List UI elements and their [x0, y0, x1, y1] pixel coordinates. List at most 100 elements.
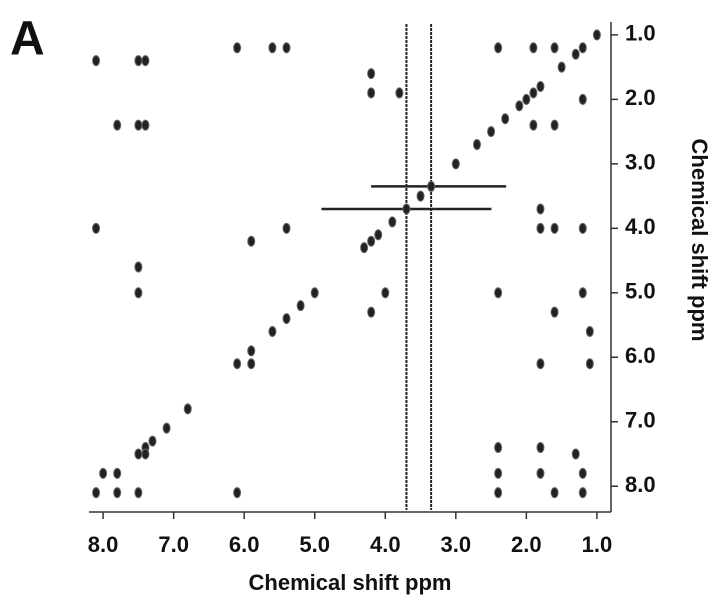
peak [162, 422, 171, 434]
peak [233, 487, 242, 499]
peak [99, 467, 108, 479]
peak [578, 222, 587, 234]
peak [367, 235, 376, 247]
x-axis-label: Chemical shift ppm [249, 570, 452, 595]
x-tick-label: 5.0 [299, 532, 330, 557]
peak [381, 287, 390, 299]
peak [494, 487, 503, 499]
peak [268, 325, 277, 337]
x-tick-label: 8.0 [88, 532, 119, 557]
peak [282, 313, 291, 325]
peak [310, 287, 319, 299]
peak [536, 222, 545, 234]
y-tick-label: 1.0 [625, 21, 656, 46]
peak [501, 113, 510, 125]
peak [247, 345, 256, 357]
x-tick-label: 3.0 [441, 532, 472, 557]
peak [233, 358, 242, 370]
x-tick-label: 7.0 [158, 532, 189, 557]
y-axis-label: Chemical shift ppm [687, 139, 712, 342]
peak [571, 48, 580, 60]
peak [388, 216, 397, 228]
y-tick-label: 2.0 [625, 85, 656, 110]
peak [550, 42, 559, 54]
peak [92, 222, 101, 234]
peak [134, 287, 143, 299]
peak [183, 403, 192, 415]
peak [247, 235, 256, 247]
peak [296, 300, 305, 312]
peak [92, 55, 101, 67]
peak [451, 158, 460, 170]
peak [367, 306, 376, 318]
peak [402, 203, 411, 215]
peak [113, 467, 122, 479]
peak [536, 442, 545, 454]
peak [529, 42, 538, 54]
peak [550, 487, 559, 499]
peak [282, 222, 291, 234]
peak [536, 467, 545, 479]
y-tick-label: 4.0 [625, 214, 656, 239]
panel-label: A [10, 13, 45, 66]
peak [494, 442, 503, 454]
y-tick-label: 3.0 [625, 150, 656, 175]
peak [522, 93, 531, 105]
peak [282, 42, 291, 54]
y-tick-label: 6.0 [625, 343, 656, 368]
peak [494, 42, 503, 54]
peak [592, 29, 601, 41]
peak [550, 222, 559, 234]
y-tick-label: 5.0 [625, 279, 656, 304]
peak [134, 119, 143, 131]
peak [578, 42, 587, 54]
peak [395, 87, 404, 99]
peak [113, 487, 122, 499]
peak [360, 242, 369, 254]
peak [571, 448, 580, 460]
x-tick-label: 4.0 [370, 532, 401, 557]
peak [494, 287, 503, 299]
peak [536, 358, 545, 370]
y-tick-label: 8.0 [625, 472, 656, 497]
peak [529, 119, 538, 131]
peak [550, 306, 559, 318]
peak [134, 448, 143, 460]
peak [416, 190, 425, 202]
peak [268, 42, 277, 54]
peak [494, 467, 503, 479]
peak [585, 358, 594, 370]
peak [247, 358, 256, 370]
peak [113, 119, 122, 131]
peak [92, 487, 101, 499]
peak [536, 203, 545, 215]
peak [134, 261, 143, 273]
peak [550, 119, 559, 131]
peak [148, 435, 157, 447]
peak [134, 487, 143, 499]
peak [374, 229, 383, 241]
peak [141, 119, 150, 131]
peak [578, 487, 587, 499]
peak [578, 467, 587, 479]
peak [557, 61, 566, 73]
x-tick-label: 1.0 [582, 532, 613, 557]
peak [233, 42, 242, 54]
peak [515, 100, 524, 112]
y-tick-label: 7.0 [625, 408, 656, 433]
peak [134, 55, 143, 67]
peak [141, 55, 150, 67]
peak [578, 287, 587, 299]
peak [141, 448, 150, 460]
peak [529, 87, 538, 99]
peak [472, 139, 481, 150]
x-tick-label: 6.0 [229, 532, 260, 557]
peak [367, 87, 376, 99]
peak [536, 80, 545, 92]
peak [487, 126, 496, 138]
peak [367, 68, 376, 80]
peak [578, 93, 587, 105]
peak [427, 180, 436, 192]
x-tick-label: 2.0 [511, 532, 542, 557]
